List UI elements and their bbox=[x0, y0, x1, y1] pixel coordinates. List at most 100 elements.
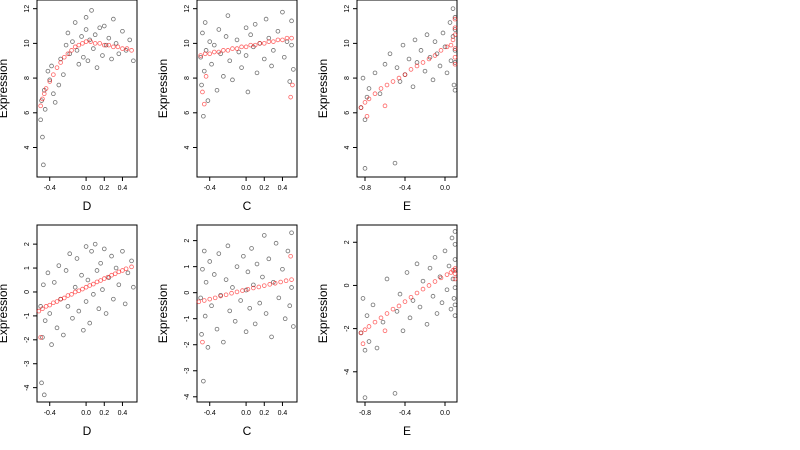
x-tick-label: 0.0 bbox=[440, 410, 450, 417]
data-point bbox=[115, 44, 121, 50]
data-point bbox=[360, 296, 366, 301]
data-point bbox=[200, 266, 205, 272]
data-point bbox=[101, 246, 107, 252]
data-point bbox=[254, 70, 260, 76]
data-point bbox=[266, 256, 272, 262]
data-point bbox=[41, 162, 46, 168]
data-point bbox=[227, 58, 233, 64]
data-point bbox=[80, 41, 85, 46]
data-point bbox=[116, 282, 122, 288]
data-point bbox=[83, 284, 89, 290]
data-point bbox=[287, 303, 293, 308]
data-point bbox=[420, 286, 426, 292]
data-point bbox=[100, 53, 105, 58]
data-point bbox=[289, 230, 294, 236]
data-point bbox=[422, 68, 428, 74]
data-point bbox=[382, 103, 388, 109]
data-point bbox=[261, 233, 267, 238]
data-point bbox=[414, 261, 420, 267]
data-point bbox=[358, 330, 364, 336]
data-point bbox=[216, 27, 222, 32]
data-point bbox=[263, 16, 269, 22]
data-point bbox=[276, 295, 282, 301]
data-point bbox=[275, 37, 281, 43]
data-point bbox=[103, 311, 109, 316]
data-point bbox=[81, 327, 86, 333]
data-point bbox=[106, 42, 112, 48]
series-fitted bbox=[358, 16, 458, 119]
data-point bbox=[101, 276, 107, 281]
data-point bbox=[120, 268, 125, 273]
y-tick-label: 10 bbox=[24, 39, 31, 47]
data-point bbox=[83, 39, 89, 44]
data-point bbox=[212, 295, 218, 301]
series-fitted bbox=[358, 266, 458, 347]
data-point bbox=[120, 249, 125, 254]
y-tick-label: 0 bbox=[184, 291, 191, 295]
x-tick-label: -0.8 bbox=[359, 410, 371, 417]
data-point bbox=[92, 32, 98, 38]
data-point bbox=[390, 79, 396, 84]
y-tick-label: -4 bbox=[344, 369, 351, 375]
data-point bbox=[74, 48, 80, 53]
data-point bbox=[65, 293, 71, 298]
data-point bbox=[201, 298, 207, 303]
data-point bbox=[392, 160, 398, 166]
data-point bbox=[248, 32, 253, 38]
data-point bbox=[241, 253, 246, 259]
data-point bbox=[38, 103, 43, 109]
data-point bbox=[201, 378, 206, 384]
data-point bbox=[289, 35, 294, 41]
data-point bbox=[240, 288, 245, 293]
series-observed bbox=[38, 8, 136, 168]
data-point bbox=[402, 299, 408, 304]
panel-5: -0.4 0.0 0.2 0.4 -4 -3 -2 -1 0 1 2 C Expression bbox=[156, 224, 298, 438]
data-point bbox=[289, 285, 294, 290]
data-point bbox=[450, 37, 456, 43]
data-point bbox=[40, 306, 45, 312]
data-point bbox=[94, 279, 100, 285]
data-point bbox=[239, 65, 244, 70]
data-point bbox=[245, 89, 251, 95]
data-point bbox=[269, 63, 274, 69]
data-point bbox=[200, 30, 205, 36]
data-point bbox=[447, 20, 453, 25]
data-point bbox=[452, 60, 458, 65]
data-point bbox=[452, 276, 458, 282]
data-point bbox=[207, 39, 213, 44]
data-point bbox=[289, 18, 294, 24]
y-tick-label: 2 bbox=[24, 242, 31, 246]
data-point bbox=[452, 257, 458, 262]
data-point bbox=[113, 41, 119, 46]
data-point bbox=[223, 34, 229, 39]
x-tick-label: -0.4 bbox=[44, 185, 56, 192]
data-point bbox=[452, 27, 458, 32]
data-point bbox=[81, 54, 86, 60]
data-point bbox=[452, 15, 458, 20]
series-observed bbox=[358, 229, 458, 400]
data-point bbox=[402, 72, 408, 77]
data-point bbox=[394, 309, 400, 314]
x-axis-title: E bbox=[403, 199, 411, 213]
data-point bbox=[69, 292, 74, 297]
data-point bbox=[432, 39, 438, 44]
data-point bbox=[238, 298, 243, 303]
data-point bbox=[377, 91, 383, 97]
data-point bbox=[87, 283, 93, 288]
data-point bbox=[400, 328, 406, 334]
panel-6: -0.8 -0.4 0.0 -4 -2 0 2 E Expression bbox=[316, 224, 458, 438]
data-point bbox=[201, 248, 207, 254]
data-point bbox=[72, 284, 78, 290]
series-observed bbox=[198, 230, 296, 384]
data-point bbox=[56, 82, 62, 88]
data-point bbox=[74, 256, 80, 261]
data-point bbox=[271, 39, 276, 44]
data-point bbox=[245, 269, 251, 275]
data-point bbox=[251, 285, 256, 291]
x-axis-title: D bbox=[83, 199, 92, 213]
data-point bbox=[243, 53, 249, 58]
data-point bbox=[438, 275, 444, 281]
data-point bbox=[291, 324, 296, 329]
panel-2: -0.4 0.0 0.2 0.4 4 6 8 10 12 C Expression bbox=[156, 0, 298, 213]
data-point bbox=[97, 41, 103, 46]
